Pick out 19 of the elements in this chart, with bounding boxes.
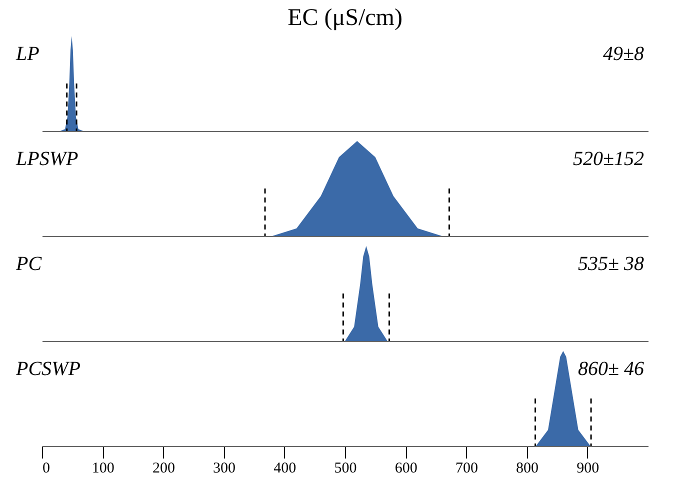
text: LP (15, 43, 40, 65)
x-tick-label: 100 (92, 460, 114, 476)
x-tick-label: 300 (213, 460, 236, 476)
annotation: 520±152 (573, 148, 644, 170)
x-tick-label: 600 (394, 460, 418, 476)
annotation: 49±8 (603, 43, 644, 65)
x-tick-label: 700 (455, 460, 478, 476)
annotation: 535± 38 (578, 253, 644, 275)
x-tick-label: 200 (152, 460, 175, 476)
x-tick-label: 800 (516, 460, 539, 476)
x-tick-label: 900 (576, 460, 600, 476)
text: PC (15, 253, 42, 275)
x-tick-label: 0 (42, 460, 50, 476)
annotation: PCSWP (15, 358, 80, 380)
chart-title: EC (μS/cm) (288, 5, 402, 31)
annotation: 860± 46 (578, 358, 644, 380)
annotation: LPSWP (15, 148, 78, 170)
x-tick-label: 400 (274, 460, 296, 476)
x-tick-label: 500 (334, 460, 357, 476)
